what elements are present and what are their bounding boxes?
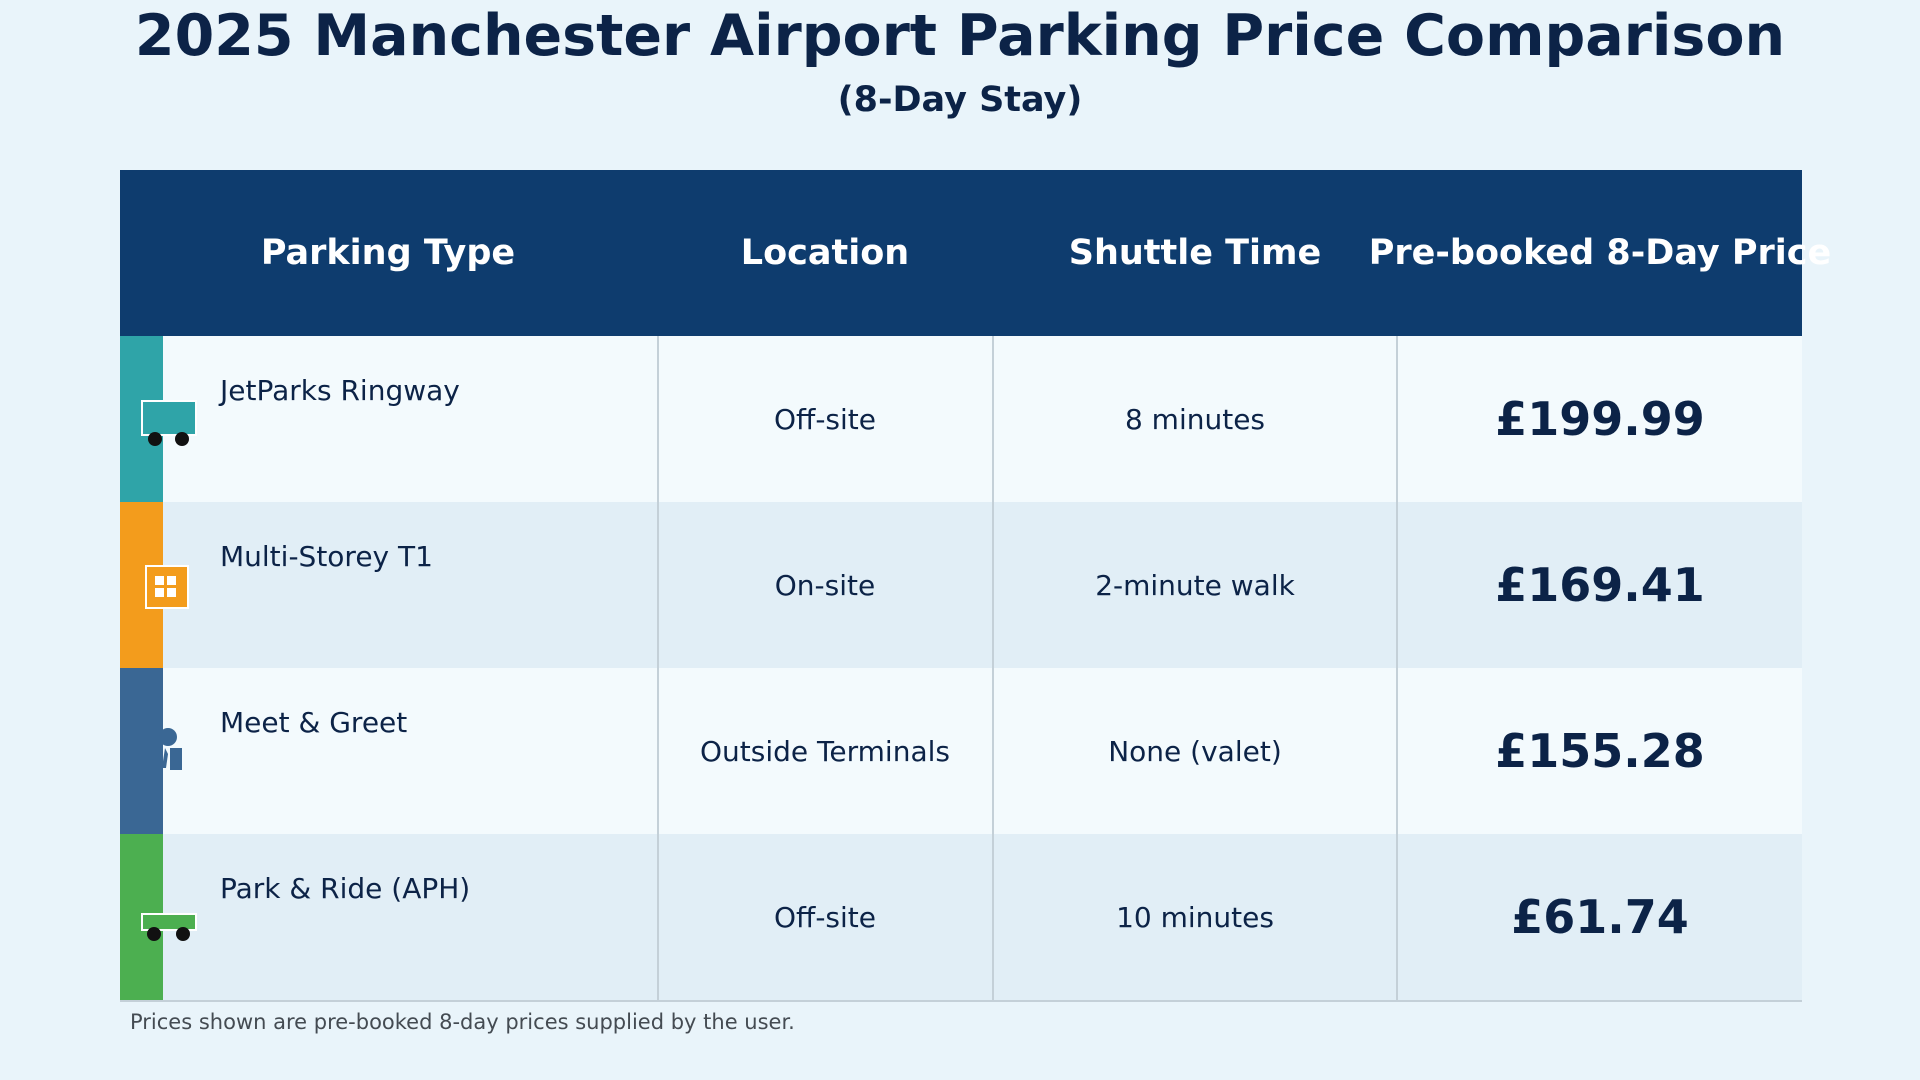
shuttle-time-cell: 8 minutes <box>1124 402 1266 436</box>
shuttle-time-cell: 2-minute walk <box>1095 568 1295 602</box>
table-row: JetParks Ringway Off-site 8 minutes £199… <box>120 336 1802 502</box>
shuttle-time-cell: None (valet) <box>1108 734 1282 768</box>
column-divider <box>657 502 659 668</box>
table-row: Park & Ride (APH) Off-site 10 minutes £6… <box>120 834 1802 1000</box>
parking-type-name: Multi-Storey T1 <box>220 540 433 573</box>
price-cell: £61.74 <box>1511 890 1689 944</box>
table-row: Meet & Greet Outside Terminals None (val… <box>120 668 1802 834</box>
column-divider <box>1396 336 1398 502</box>
header-parking-type: Parking Type <box>260 233 516 273</box>
location-cell: Off-site <box>773 900 876 934</box>
shuttle-time-cell: 10 minutes <box>1116 900 1274 934</box>
column-divider <box>1396 668 1398 834</box>
location-cell: Off-site <box>773 402 876 436</box>
column-divider <box>1396 834 1398 1000</box>
footnote: Prices shown are pre-booked 8-day prices… <box>130 1010 795 1034</box>
header-location: Location <box>740 233 910 273</box>
price-comparison-table: Parking Type Location Shuttle Time Pre-b… <box>120 170 1832 1002</box>
column-divider <box>1396 502 1398 668</box>
price-cell: £199.99 <box>1495 392 1705 446</box>
parking-type-name: Meet & Greet <box>220 706 408 739</box>
category-stripe <box>120 668 163 834</box>
location-cell: Outside Terminals <box>700 734 950 768</box>
parking-type-name: Park & Ride (APH) <box>220 872 471 905</box>
header-price: Pre-booked 8-Day Price <box>1368 233 1832 273</box>
column-divider <box>657 834 659 1000</box>
shuttle-bus-icon <box>141 400 197 446</box>
column-divider <box>657 336 659 502</box>
table-row: Multi-Storey T1 On-site 2-minute walk £1… <box>120 502 1802 668</box>
location-cell: On-site <box>774 568 876 602</box>
valet-person-icon <box>159 728 182 770</box>
column-divider <box>992 336 994 502</box>
page-subtitle: (8-Day Stay) <box>837 80 1083 120</box>
column-divider <box>657 668 659 834</box>
shuttle-bus-icon <box>141 913 197 941</box>
building-icon <box>145 565 189 609</box>
column-divider <box>992 668 994 834</box>
header-shuttle-time: Shuttle Time <box>1068 233 1322 273</box>
parking-type-name: JetParks Ringway <box>220 374 460 407</box>
table-bottom-border <box>120 1000 1802 1002</box>
column-divider <box>992 834 994 1000</box>
price-cell: £155.28 <box>1495 724 1705 778</box>
column-divider <box>992 502 994 668</box>
table-header: Parking Type Location Shuttle Time Pre-b… <box>120 170 1832 336</box>
price-cell: £169.41 <box>1495 558 1705 612</box>
page-title: 2025 Manchester Airport Parking Price Co… <box>134 3 1786 69</box>
